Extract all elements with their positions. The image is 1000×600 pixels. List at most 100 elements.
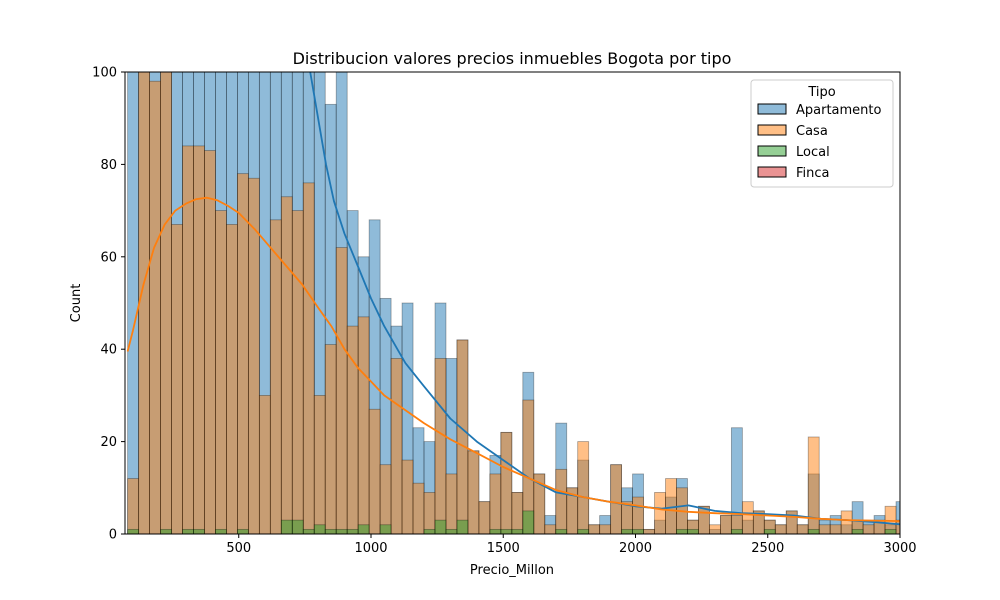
- bar: [160, 528, 172, 534]
- legend-entries: Apartamento Casa Local Finca: [757, 103, 882, 181]
- bar: [193, 528, 205, 534]
- bar: [357, 316, 370, 534]
- bar: [445, 528, 458, 534]
- bar: [215, 528, 227, 534]
- bar: [390, 358, 403, 534]
- x-tick-label: 2000: [619, 541, 652, 556]
- bar: [258, 394, 271, 534]
- bar: [160, 72, 172, 534]
- bar: [807, 436, 820, 534]
- bar: [577, 528, 590, 534]
- bar: [555, 528, 568, 534]
- bar: [632, 528, 644, 534]
- legend-title: Tipo: [807, 85, 835, 100]
- y-tick-label: 80: [100, 158, 117, 173]
- bar: [412, 482, 425, 534]
- bar: [445, 473, 458, 534]
- bar: [313, 394, 326, 534]
- y-tick-label: 40: [100, 343, 117, 358]
- bar: [368, 408, 381, 534]
- plot-frame: [124, 71, 901, 535]
- legend-swatch: [757, 124, 787, 136]
- x-tick-label: 2500: [751, 541, 784, 556]
- bar: [127, 72, 140, 534]
- bar: [884, 528, 897, 534]
- axes-layer: 500 1000 1500 2000 2500 3000 0 20 40 60 80 100: [92, 66, 916, 557]
- bar: [379, 464, 392, 534]
- bar: [237, 173, 249, 534]
- bar: [621, 528, 633, 534]
- bar: [204, 150, 216, 534]
- bar: [555, 468, 568, 534]
- bar: [489, 473, 502, 534]
- bar: [741, 501, 754, 534]
- legend-swatch: [757, 166, 787, 178]
- bar: [500, 431, 513, 534]
- bar: [467, 450, 480, 534]
- kde-layer: [126, 72, 900, 526]
- bar: [302, 182, 315, 534]
- bar: [291, 519, 304, 534]
- bar: [796, 524, 809, 534]
- bar: [511, 528, 524, 534]
- bar: [730, 528, 743, 534]
- bar: [599, 524, 612, 534]
- x-tick-label: 500: [226, 541, 251, 556]
- bar: [335, 247, 348, 534]
- bar: [577, 441, 590, 534]
- legend-label: Local: [796, 145, 830, 160]
- bar: [544, 524, 557, 534]
- y-tick-label: 20: [100, 435, 117, 450]
- bar: [434, 358, 447, 534]
- bar: [456, 519, 469, 534]
- bar: [676, 528, 688, 534]
- bar: [632, 496, 644, 534]
- bar: [851, 528, 864, 534]
- bar: [907, 525, 918, 534]
- bar: [193, 145, 205, 534]
- bar: [807, 528, 820, 534]
- y-tick-label: 0: [109, 528, 117, 543]
- bar: [226, 224, 238, 534]
- bar: [511, 492, 524, 534]
- bar: [324, 344, 337, 534]
- bar: [763, 528, 776, 534]
- bar: [818, 524, 831, 534]
- legend-swatch: [757, 103, 787, 115]
- legend-label: Casa: [796, 124, 828, 139]
- bar: [533, 473, 546, 534]
- bar: [423, 528, 436, 534]
- legend-label: Apartamento: [796, 103, 882, 118]
- kde-line-casa: [126, 196, 900, 522]
- bar: [401, 459, 414, 534]
- bar: [149, 80, 161, 534]
- x-tick-label: 1500: [487, 541, 520, 556]
- bar: [302, 528, 315, 534]
- bar: [346, 528, 359, 534]
- bar: [324, 528, 337, 534]
- x-tick-label: 3000: [883, 541, 916, 556]
- bar: [918, 520, 929, 534]
- y-tick-label: 100: [92, 66, 117, 81]
- bar: [269, 219, 282, 534]
- bar: [929, 529, 940, 534]
- bar: [840, 510, 853, 534]
- x-tick-label: 1000: [354, 541, 387, 556]
- bar: [654, 492, 666, 534]
- bar-series-local: [127, 510, 940, 534]
- bar: [127, 528, 140, 534]
- bar: [895, 519, 900, 534]
- bar: [687, 528, 699, 534]
- bar: [215, 210, 227, 534]
- bar: [907, 511, 918, 534]
- bar: [280, 519, 293, 534]
- bar: [929, 525, 940, 534]
- bar: [709, 524, 721, 534]
- bar: [138, 72, 150, 534]
- bar: [291, 210, 304, 534]
- legend-label: Finca: [796, 166, 830, 181]
- bar: [456, 339, 469, 534]
- bar: [588, 524, 601, 534]
- bar: [280, 196, 293, 534]
- bar: [171, 224, 183, 534]
